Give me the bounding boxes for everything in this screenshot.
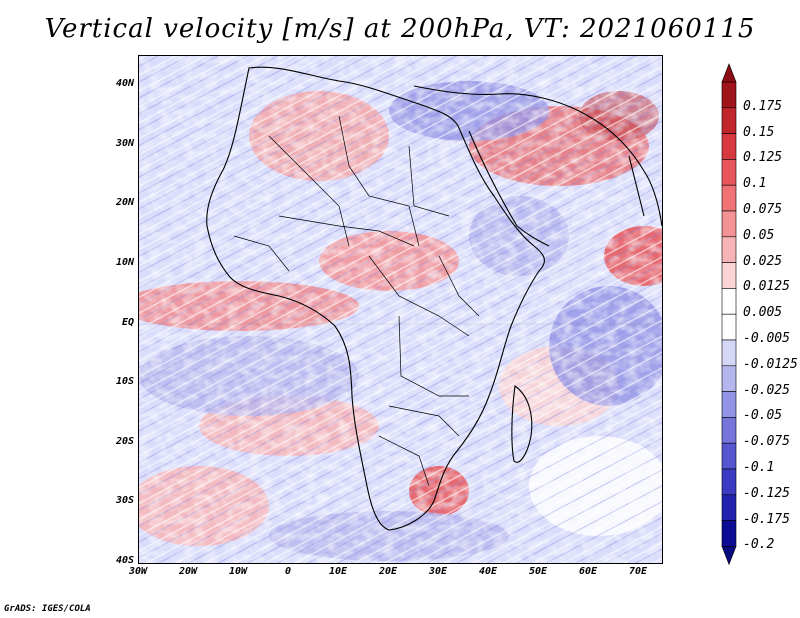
- lat-tick-label: 20S: [115, 435, 134, 447]
- lat-tick-label: 40N: [115, 78, 134, 89]
- colorbar-bin: [721, 262, 737, 289]
- colorbar-bin: [721, 468, 737, 496]
- colorbar-bin: [721, 236, 737, 263]
- colorbar-level-label: -0.125: [743, 485, 790, 501]
- colorbar-bin: [721, 520, 737, 547]
- colorbar-bin: [721, 107, 737, 134]
- colorbar-bin: [721, 159, 737, 186]
- colorbar-level-label: 0.125: [743, 150, 783, 166]
- lat-tick-label: 30S: [115, 495, 134, 507]
- colorbar-bin: [721, 133, 737, 160]
- colorbar-level-label: -0.05: [743, 408, 783, 424]
- colorbar-level-label: 0.075: [743, 202, 783, 217]
- credit-text: GrADS: IGES/COLA: [4, 604, 91, 614]
- lon-tick-label: 10W: [228, 566, 248, 577]
- colorbar-level-label: -0.005: [743, 331, 790, 346]
- colorbar-level-label: 0.05: [743, 227, 775, 243]
- colorbar-level-label: 0.15: [743, 124, 775, 140]
- lat-tick-label: 30N: [115, 137, 134, 149]
- country-borders: [233, 115, 480, 487]
- colorbar-level-label: -0.025: [743, 382, 790, 398]
- colorbar-bin: [721, 494, 737, 521]
- colorbar-level-label: 0.0125: [743, 279, 790, 295]
- colorbar-bin: [721, 184, 737, 212]
- colorbar-bin: [721, 210, 737, 238]
- coastlines: [206, 66, 662, 531]
- lon-tick-label: 30W: [128, 566, 148, 577]
- colorbar-bin: [721, 391, 737, 418]
- colorbar-level-label: 0.175: [743, 98, 783, 114]
- lat-tick-label: EQ: [121, 316, 134, 328]
- colorbar-bin: [721, 313, 737, 341]
- lat-tick-label: 40S: [115, 555, 134, 566]
- lon-tick-label: 0: [284, 566, 292, 577]
- colorbar-bin: [721, 442, 737, 470]
- colorbar-bin: [721, 339, 737, 367]
- colorbar-level-label: -0.075: [743, 434, 790, 450]
- colorbar-min-extension: [721, 546, 737, 566]
- lon-tick-label: 20E: [378, 566, 398, 577]
- lon-tick-label: 40E: [478, 566, 498, 577]
- lon-tick-label: 20W: [178, 566, 198, 577]
- colorbar-level-label: -0.2: [743, 537, 775, 553]
- lat-tick-label: 10S: [115, 376, 134, 388]
- velocity-field: [139, 56, 662, 563]
- lon-tick-label: 30E: [428, 566, 448, 577]
- colorbar-max-extension: [721, 63, 737, 83]
- colorbar-level-label: 0.1: [743, 176, 767, 192]
- lon-tick-label: 50E: [528, 566, 548, 577]
- colorbar-bin: [721, 81, 737, 109]
- colorbar-level-label: -0.1: [743, 460, 775, 475]
- colorbar-bin: [721, 288, 737, 315]
- lon-tick-label: 10E: [328, 566, 348, 577]
- colorbar-level-label: 0.025: [743, 253, 783, 269]
- map-plot-area: [138, 55, 663, 564]
- colorbar-level-label: 0.005: [743, 305, 783, 321]
- lat-tick-label: 10N: [115, 256, 134, 268]
- colorbar-level-label: -0.0125: [743, 356, 798, 372]
- colorbar-bin: [721, 365, 737, 392]
- map-title: Vertical velocity [m/s] at 200hPa, VT: 2…: [44, 14, 756, 44]
- colorbar-level-label: -0.175: [743, 511, 790, 527]
- lat-tick-label: 20N: [115, 197, 134, 209]
- lon-tick-label: 60E: [578, 566, 598, 577]
- colorbar: [721, 63, 737, 566]
- colorbar-bin: [721, 417, 737, 444]
- lon-tick-label: 70E: [628, 566, 648, 577]
